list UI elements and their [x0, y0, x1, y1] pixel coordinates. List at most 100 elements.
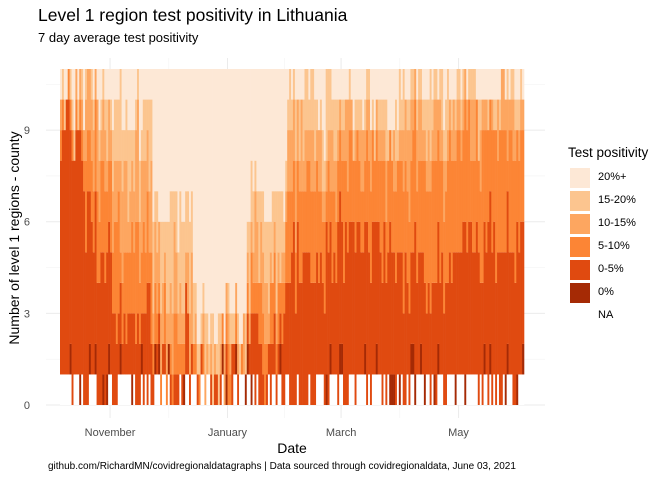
bar-segment-05 — [522, 221, 525, 344]
bar-segment-1015 — [362, 130, 365, 192]
bar-segment-1520 — [165, 221, 169, 314]
bar-segment-NA — [148, 374, 151, 405]
bar-segment-20 — [212, 69, 215, 314]
bar-segment-20 — [491, 69, 494, 100]
bar-segment-1520 — [446, 69, 450, 131]
bar-segment-1015 — [142, 160, 146, 222]
bar-segment-05 — [493, 221, 496, 375]
bar-segment-1015 — [446, 130, 450, 161]
bar-segment-20 — [285, 69, 288, 161]
bar-segment-05 — [219, 374, 223, 405]
bar-segment-20 — [264, 69, 267, 222]
bar-segment-1520 — [329, 69, 332, 131]
bar-segment-20 — [518, 69, 521, 100]
bar-segment-05 — [483, 221, 486, 344]
bar-segment-20 — [498, 69, 502, 100]
bar-segment-05 — [189, 374, 192, 405]
bar-segment-20 — [445, 69, 448, 100]
bar-segment-1520 — [310, 69, 313, 131]
bar-segment-0 — [154, 343, 157, 375]
bar-segment-05 — [481, 282, 484, 405]
bar-segment-20 — [144, 69, 147, 100]
bar-segment-05 — [414, 221, 417, 375]
bar-segment-05 — [92, 252, 95, 375]
bar-segment-20 — [321, 69, 325, 131]
bar-segment-510 — [420, 160, 423, 253]
bar-segment-1015 — [508, 99, 511, 131]
bar-segment-510 — [518, 160, 521, 253]
bar-segment-20 — [187, 69, 190, 192]
bar-segment-05 — [275, 374, 278, 405]
bar-segment-05 — [148, 282, 151, 375]
bar-segment-05 — [437, 221, 440, 344]
bar-segment-1015 — [512, 99, 515, 161]
bar-segment-05 — [371, 221, 375, 375]
bar-segment-NA — [158, 374, 161, 405]
bar-segment-NA — [73, 374, 76, 405]
bar-segment-05 — [514, 282, 517, 405]
bar-segment-05 — [65, 99, 69, 375]
bar-segment-05 — [393, 252, 396, 375]
bar-segment-05 — [368, 252, 371, 375]
bar-segment-NA — [273, 374, 276, 405]
bar-segment-NA — [335, 374, 338, 405]
bar-segment-510 — [393, 191, 396, 253]
bar-segment-0 — [119, 343, 122, 375]
bar-segment-05 — [473, 252, 477, 375]
bar-segment-05 — [418, 252, 421, 375]
bar-segment-510 — [92, 191, 95, 253]
bar-segment-NA — [117, 374, 120, 405]
bar-segment-510 — [156, 313, 159, 344]
bar-segment-NA — [92, 374, 95, 405]
y-tick-label: 0 — [24, 400, 30, 412]
bar-segment-510 — [404, 160, 407, 253]
bar-segment-20 — [260, 69, 263, 192]
bar-segment-1520 — [289, 69, 292, 131]
bar-segment-1015 — [344, 99, 348, 161]
bar-segment-1015 — [171, 313, 174, 375]
bar-segment-1015 — [131, 160, 134, 222]
bar-segment-05 — [396, 252, 400, 375]
bar-segment-1520 — [133, 130, 136, 192]
bar-segment-NA — [202, 374, 205, 405]
bar-segment-05 — [237, 374, 240, 405]
bar-segment-20 — [466, 69, 469, 100]
bar-segment-1520 — [450, 99, 454, 131]
bar-segment-1520 — [433, 69, 436, 100]
bar-segment-05 — [450, 282, 454, 375]
bar-segment-510 — [146, 191, 149, 283]
bar-segment-1015 — [398, 130, 402, 161]
bar-segment-20 — [171, 69, 174, 192]
bar-segment-510 — [448, 130, 452, 253]
bar-segment-20 — [256, 69, 259, 192]
bar-segment-NA — [371, 374, 375, 405]
bar-segment-20 — [416, 69, 419, 100]
bar-segment-20 — [227, 69, 230, 283]
bar-segment-05 — [497, 252, 500, 375]
bar-segment-1520 — [181, 221, 184, 314]
bar-segment-510 — [302, 191, 305, 253]
bar-segment-1520 — [512, 69, 515, 100]
bar-segment-510 — [104, 191, 107, 283]
bar-segment-510 — [310, 191, 313, 283]
bar-segment-1015 — [348, 99, 352, 131]
bar-segment-1015 — [483, 99, 486, 131]
bar-segment-20 — [350, 69, 353, 100]
bar-segment-510 — [379, 160, 382, 253]
bar-segment-510 — [296, 160, 300, 222]
bar-segment-1015 — [522, 99, 525, 131]
bar-segment-1015 — [479, 130, 482, 192]
bar-segment-05 — [267, 343, 271, 375]
bar-segment-0 — [483, 343, 486, 375]
bar-segment-1015 — [418, 99, 421, 161]
bar-segment-20 — [192, 69, 196, 283]
bar-segment-05 — [225, 343, 228, 375]
bar-segment-1015 — [317, 130, 321, 192]
bar-segment-05 — [140, 313, 144, 344]
bar-segment-1015 — [277, 252, 280, 283]
bar-segment-1520 — [314, 99, 317, 161]
bar-segment-1520 — [138, 160, 142, 222]
bar-segment-1520 — [354, 99, 357, 131]
